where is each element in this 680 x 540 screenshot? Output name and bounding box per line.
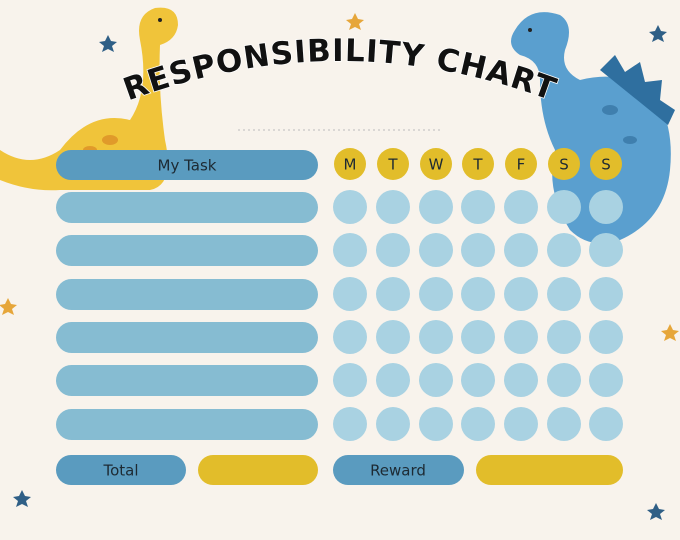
- check-circle: [589, 407, 623, 441]
- check-circle: [589, 363, 623, 397]
- reward-label: Reward: [370, 462, 426, 480]
- check-circle: [504, 363, 538, 397]
- check-circle: [547, 233, 581, 267]
- task-row: [56, 235, 318, 266]
- day-label: T: [472, 156, 483, 174]
- check-circle: [333, 320, 367, 354]
- check-circle: [419, 277, 453, 311]
- check-circle: [461, 190, 495, 224]
- day-circle: [505, 148, 537, 180]
- check-circle: [547, 277, 581, 311]
- day-label: T: [387, 156, 398, 174]
- day-circle: [377, 148, 409, 180]
- day-label: W: [429, 156, 444, 174]
- check-circle: [547, 407, 581, 441]
- task-header-pill: [56, 150, 318, 180]
- reward-box: [476, 455, 623, 485]
- task-row: [56, 192, 318, 223]
- day-label: S: [601, 156, 611, 174]
- check-circle: [589, 190, 623, 224]
- check-circle: [547, 320, 581, 354]
- stars-orange: [0, 13, 679, 341]
- check-circle: [419, 233, 453, 267]
- check-circle: [333, 233, 367, 267]
- check-circle: [589, 320, 623, 354]
- day-label: S: [559, 156, 569, 174]
- check-circle: [419, 363, 453, 397]
- check-circle: [376, 407, 410, 441]
- day-circle: [334, 148, 366, 180]
- day-label: M: [344, 156, 357, 174]
- check-circle: [504, 190, 538, 224]
- check-circle: [376, 190, 410, 224]
- total-label: Total: [102, 462, 138, 480]
- check-circle: [419, 407, 453, 441]
- check-circle: [461, 407, 495, 441]
- check-circle: [461, 320, 495, 354]
- check-circle: [461, 233, 495, 267]
- task-row: [56, 365, 318, 396]
- check-circle: [461, 277, 495, 311]
- total-box: [198, 455, 318, 485]
- total-pill: [56, 455, 186, 485]
- check-circle: [333, 277, 367, 311]
- day-circle: [548, 148, 580, 180]
- day-circle: [462, 148, 494, 180]
- day-circle: [590, 148, 622, 180]
- reward-pill: [333, 455, 464, 485]
- check-circle: [376, 277, 410, 311]
- check-circle: [589, 277, 623, 311]
- check-circle: [504, 407, 538, 441]
- task-row: [56, 322, 318, 353]
- check-circle: [333, 190, 367, 224]
- stars: [13, 25, 667, 520]
- task-row: [56, 409, 318, 440]
- check-circle: [333, 407, 367, 441]
- task-header: My Task: [158, 157, 217, 175]
- check-circle: [376, 363, 410, 397]
- check-circle: [504, 320, 538, 354]
- check-circle: [333, 363, 367, 397]
- check-circle: [589, 233, 623, 267]
- check-circle: [547, 190, 581, 224]
- check-circle: [504, 277, 538, 311]
- task-row: [56, 279, 318, 310]
- check-circle: [376, 233, 410, 267]
- day-circle: [420, 148, 452, 180]
- check-circle: [376, 320, 410, 354]
- check-circle: [419, 190, 453, 224]
- blue-dinosaur: [511, 12, 675, 244]
- check-circle: [504, 233, 538, 267]
- day-label: F: [517, 156, 526, 174]
- check-circle: [419, 320, 453, 354]
- check-circle: [547, 363, 581, 397]
- check-circle: [461, 363, 495, 397]
